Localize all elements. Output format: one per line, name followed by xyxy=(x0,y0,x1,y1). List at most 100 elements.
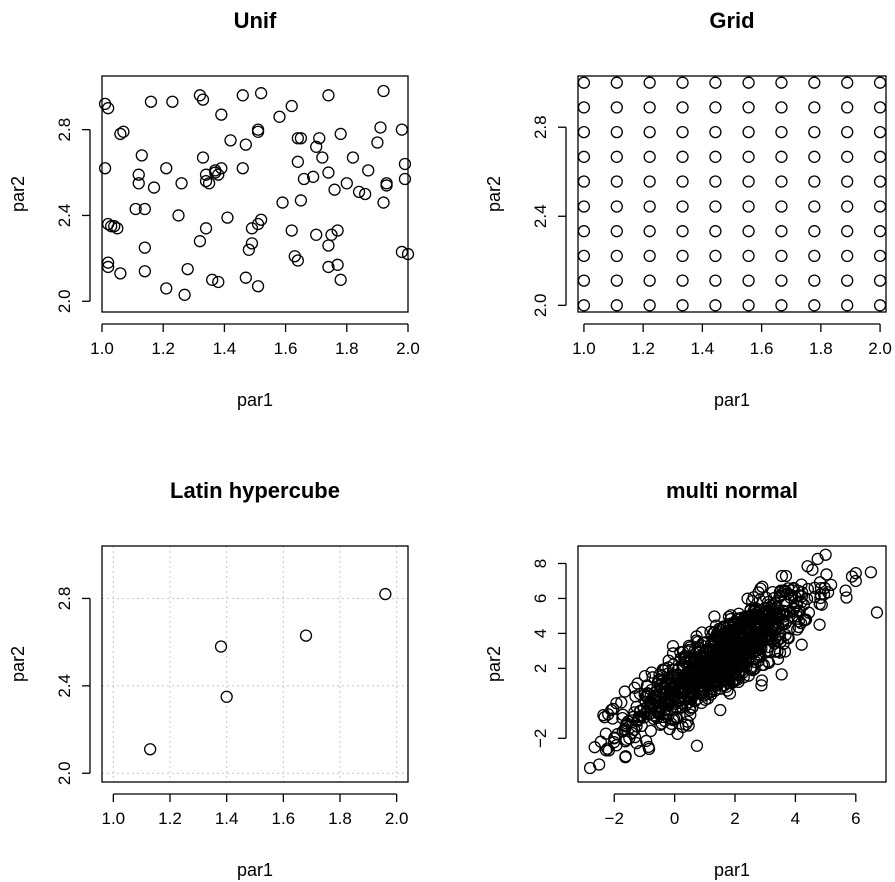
data-point xyxy=(771,652,785,666)
data-point xyxy=(299,629,313,642)
data-point xyxy=(101,102,115,115)
data-point xyxy=(699,693,712,706)
data-point xyxy=(841,125,854,139)
data-point xyxy=(638,711,651,724)
data-point xyxy=(239,271,252,284)
data-point xyxy=(808,125,821,139)
data-point xyxy=(676,225,689,238)
data-point xyxy=(666,647,680,660)
x-tick-label: 1.2 xyxy=(631,339,655,358)
data-point xyxy=(775,569,789,583)
data-point xyxy=(845,570,859,583)
data-point xyxy=(841,274,854,287)
x-tick-label: 1.8 xyxy=(328,809,352,828)
chart-title: Latin hypercube xyxy=(170,478,340,503)
data-point xyxy=(742,200,755,213)
data-point xyxy=(755,626,768,639)
x-tick-label: 2 xyxy=(730,809,739,828)
data-point xyxy=(806,563,819,576)
x-axis-label: par1 xyxy=(714,390,750,410)
data-point xyxy=(628,706,641,719)
data-point xyxy=(709,274,722,287)
data-point xyxy=(792,620,805,634)
data-point xyxy=(610,150,623,163)
data-point xyxy=(206,273,219,286)
data-point xyxy=(709,249,722,263)
data-point xyxy=(111,222,124,235)
data-point xyxy=(742,669,755,682)
data-point xyxy=(623,732,636,745)
data-point xyxy=(808,76,821,89)
data-point xyxy=(628,681,641,694)
data-point xyxy=(212,275,225,289)
x-tick-label: −2 xyxy=(605,809,624,828)
data-point xyxy=(742,225,755,238)
data-point xyxy=(643,249,656,263)
data-point xyxy=(322,89,335,102)
data-point xyxy=(724,609,738,622)
x-tick-label: 2.0 xyxy=(385,809,409,828)
data-point xyxy=(215,108,228,121)
data-point xyxy=(663,688,676,701)
data-point xyxy=(199,222,213,235)
x-tick-label: 1.0 xyxy=(102,809,126,828)
data-point xyxy=(643,150,656,163)
data-point xyxy=(755,674,768,687)
data-point xyxy=(610,249,623,263)
data-point xyxy=(676,150,689,163)
data-point xyxy=(322,166,335,179)
data-point xyxy=(577,125,591,139)
data-point xyxy=(236,162,249,175)
data-point xyxy=(775,125,788,139)
data-point xyxy=(742,249,755,263)
data-point xyxy=(775,76,788,89)
data-point xyxy=(814,581,828,595)
x-tick-label: 4 xyxy=(791,809,800,828)
data-point xyxy=(635,719,648,732)
data-point xyxy=(709,671,722,684)
data-point xyxy=(669,711,683,725)
y-axis-label: par2 xyxy=(8,176,28,212)
data-point xyxy=(294,132,308,145)
data-point xyxy=(196,93,210,106)
data-point xyxy=(610,200,623,213)
data-point xyxy=(681,715,694,728)
data-point xyxy=(291,132,304,145)
x-tick-label: 0 xyxy=(670,809,679,828)
y-axis-label: par2 xyxy=(8,646,28,682)
data-point xyxy=(742,76,755,89)
data-point xyxy=(699,675,712,689)
data-point xyxy=(841,175,854,188)
data-point xyxy=(643,101,656,114)
data-point xyxy=(709,225,722,238)
data-point xyxy=(313,132,326,145)
data-point xyxy=(819,548,832,561)
data-point xyxy=(322,260,335,274)
data-point xyxy=(779,569,793,583)
y-tick-label: 2.8 xyxy=(531,115,550,139)
data-point xyxy=(676,200,689,213)
y-tick-label: −2 xyxy=(531,729,550,748)
data-point xyxy=(781,614,794,627)
data-point xyxy=(251,280,265,293)
data-point xyxy=(251,125,265,138)
y-tick-label: 2 xyxy=(531,664,550,673)
data-point xyxy=(291,254,304,267)
data-point xyxy=(291,155,304,168)
data-point xyxy=(625,726,638,739)
data-point xyxy=(671,702,684,715)
data-point xyxy=(841,225,854,238)
data-point xyxy=(577,299,591,312)
chart-panel-2: Grid 1.0 1.2 1.4 1.6 1.8 2.0 2.0 2.4 2.8 par1 par2 xyxy=(484,8,892,410)
data-point xyxy=(655,669,669,682)
data-point xyxy=(643,299,656,312)
data-point xyxy=(98,162,112,175)
data-point xyxy=(739,623,752,637)
data-point xyxy=(577,175,591,188)
data-point xyxy=(285,224,298,237)
x-tick-label: 2.0 xyxy=(396,339,420,358)
data-point xyxy=(713,626,727,639)
x-tick-label: 1.6 xyxy=(274,339,298,358)
data-point xyxy=(199,174,213,188)
